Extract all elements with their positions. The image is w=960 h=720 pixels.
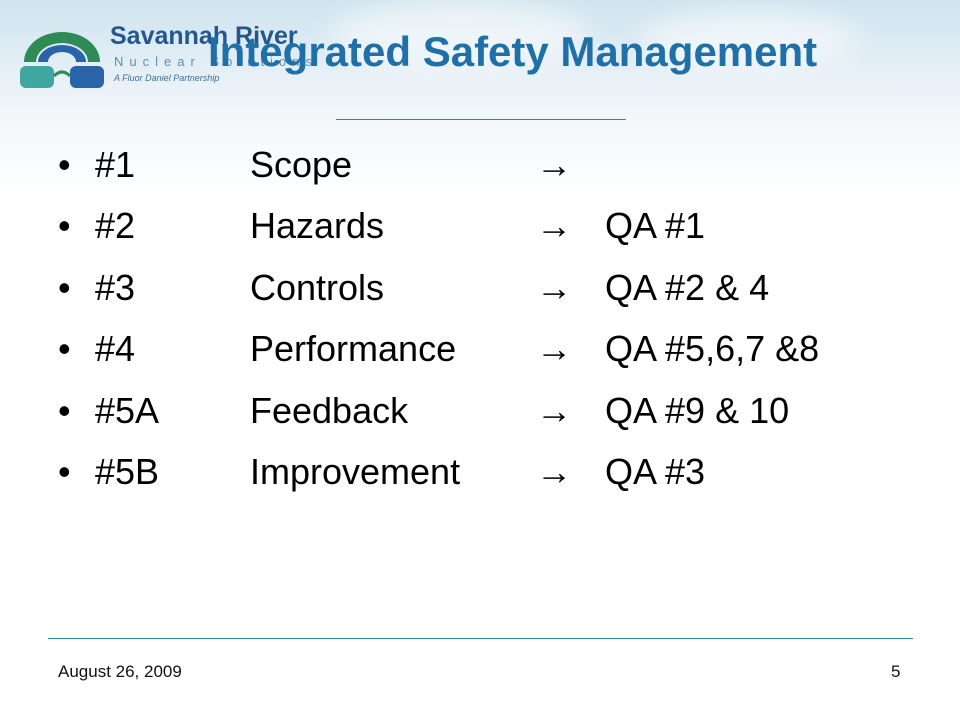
bullet-dot: • bbox=[58, 328, 71, 370]
item-label: Performance bbox=[250, 328, 457, 370]
company-logo: Savannah River Nuclear Solutions A Fluor… bbox=[14, 18, 312, 94]
qa-reference: QA #2 & 4 bbox=[605, 266, 770, 308]
item-label: Feedback bbox=[250, 389, 409, 431]
item-label: Controls bbox=[250, 266, 385, 308]
bullet-dot: • bbox=[58, 389, 71, 431]
qa-reference: QA #3 bbox=[605, 450, 706, 492]
sky-cloud bbox=[640, 10, 860, 70]
item-label: Hazards bbox=[250, 205, 385, 247]
arrow-icon: → bbox=[536, 144, 572, 185]
logo-name: Savannah River bbox=[110, 22, 298, 50]
title-underline bbox=[336, 119, 626, 120]
arrow-icon: → bbox=[536, 266, 572, 308]
item-label: Improvement bbox=[250, 450, 461, 492]
bullet-dot: • bbox=[58, 450, 71, 492]
logo-subtitle: Nuclear Solutions bbox=[114, 54, 318, 69]
item-label: Scope bbox=[250, 144, 353, 185]
item-number: #2 bbox=[95, 205, 136, 247]
item-number: #4 bbox=[95, 328, 136, 370]
logo-tagline: A Fluor Daniel Partnership bbox=[114, 73, 220, 83]
bullet-dot: • bbox=[58, 205, 71, 247]
footer-divider bbox=[48, 638, 913, 639]
item-number: #1 bbox=[95, 144, 136, 185]
page-number: 5 bbox=[891, 662, 901, 681]
qa-reference: QA #5,6,7 &8 bbox=[605, 328, 820, 370]
item-number: #5B bbox=[95, 450, 160, 492]
sky-cloud bbox=[330, 0, 590, 70]
logo-mark-icon bbox=[20, 32, 104, 88]
slide-title: Integrated Safety Management bbox=[208, 28, 818, 75]
arrow-icon: → bbox=[536, 389, 572, 431]
qa-reference: QA #1 bbox=[605, 205, 706, 247]
bullet-dot: • bbox=[58, 266, 71, 308]
bullet-dot: • bbox=[58, 144, 71, 185]
item-number: #3 bbox=[95, 266, 136, 308]
footer-date: August 26, 2009 bbox=[58, 662, 182, 681]
arrow-icon: → bbox=[536, 205, 572, 247]
arrow-icon: → bbox=[536, 450, 572, 492]
arrow-icon: → bbox=[536, 328, 572, 370]
qa-reference: QA #9 & 10 bbox=[605, 389, 790, 431]
item-number: #5A bbox=[95, 389, 160, 431]
